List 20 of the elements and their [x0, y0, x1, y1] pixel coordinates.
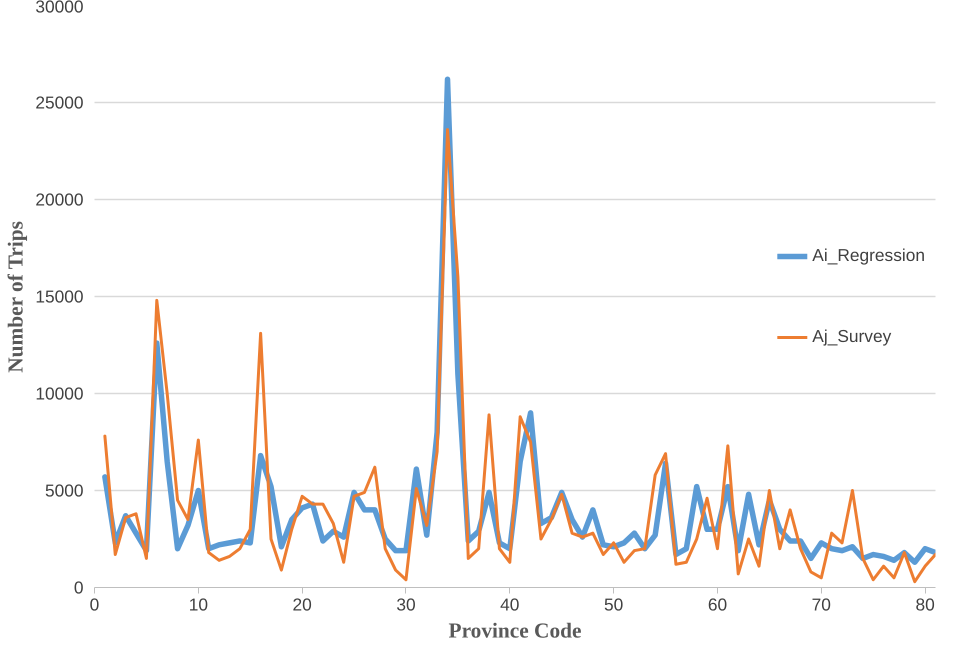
x-axis-title: Province Code — [448, 618, 582, 642]
y-tick-label: 30000 — [35, 0, 84, 16]
x-tick-label: 30 — [396, 594, 416, 614]
y-tick-label: 10000 — [35, 384, 84, 404]
y-tick-label: 5000 — [44, 480, 84, 500]
y-tick-label: 0 — [74, 578, 84, 598]
x-tick-label: 80 — [915, 594, 935, 614]
x-tick-label: 70 — [812, 594, 831, 614]
y-tick-label: 15000 — [35, 286, 84, 306]
x-tick-label: 0 — [90, 594, 100, 614]
x-tick-label: 50 — [604, 594, 624, 614]
x-tick-label: 60 — [708, 594, 728, 614]
y-axis-title: Number of Trips — [3, 221, 28, 373]
y-tick-label: 20000 — [35, 190, 84, 210]
legend-label: Ai_Regression — [812, 245, 925, 266]
y-tick-label: 25000 — [35, 92, 84, 112]
x-tick-label: 40 — [500, 594, 520, 614]
legend-label: Aj_Survey — [812, 326, 892, 347]
x-tick-label: 20 — [292, 594, 312, 614]
x-tick-label: 10 — [188, 594, 208, 614]
